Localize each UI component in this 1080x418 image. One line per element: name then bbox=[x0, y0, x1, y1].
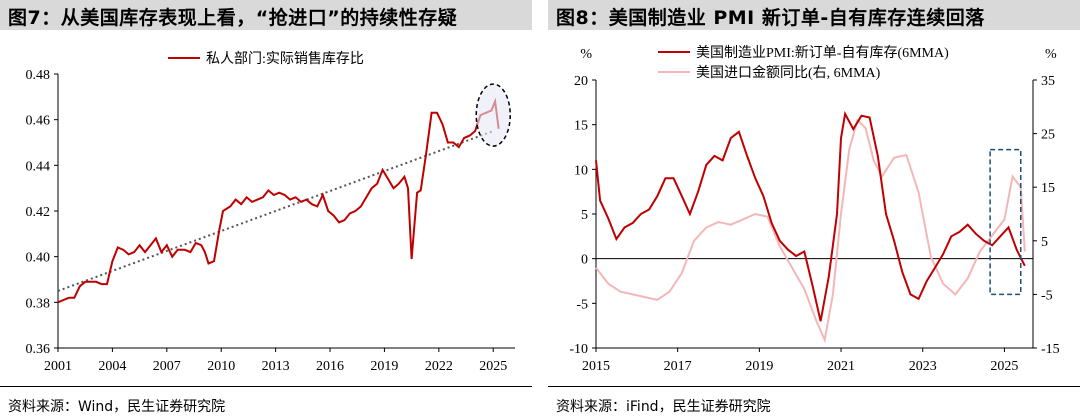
series-line-pmi-neworders-minus-inventory bbox=[595, 110, 1026, 322]
y-tick-label: 0.40 bbox=[26, 251, 51, 266]
highlight-ellipse bbox=[475, 83, 511, 147]
y-tick-label: 0.46 bbox=[26, 114, 51, 129]
trend-line bbox=[57, 130, 494, 292]
x-tick-label: 2021 bbox=[827, 359, 855, 374]
left-chart: 0.36 0.38 0.40 0.42 0.44 0.46 0.48 2001 2004 2007… bbox=[26, 51, 515, 374]
left-y-tick-label: -5 bbox=[576, 297, 588, 312]
y-tick-label: 0.48 bbox=[26, 68, 51, 83]
left-figure-panel: 图7：从美国库存表现上看，“抢进口”的持续性存疑 0.36 0.38 0.40 0.4… bbox=[0, 0, 532, 418]
x-tick-label: 2017 bbox=[664, 359, 692, 374]
x-tick-label: 2023 bbox=[909, 359, 937, 374]
left-y-tick-label: -10 bbox=[569, 342, 588, 357]
x-tick-label: 2001 bbox=[44, 359, 72, 374]
right-y-tick-label: -5 bbox=[1041, 288, 1053, 303]
right-y-tick-label: 15 bbox=[1041, 181, 1055, 196]
series-line-inventory-sales-ratio bbox=[57, 97, 500, 304]
right-y-tick-label: -15 bbox=[1041, 342, 1060, 357]
right-chart: % % -10 -5 0 5 10 15 20 -15 -5 5 15 25 35 2015 2017 2019 2… bbox=[569, 45, 1060, 374]
right-y-tick-label: 25 bbox=[1041, 128, 1055, 143]
right-source-note: 资料来源：iFind，民生证券研究院 bbox=[556, 399, 771, 415]
right-source-divider bbox=[548, 386, 1080, 387]
left-y-tick-label: 5 bbox=[581, 208, 588, 223]
left-source-divider bbox=[0, 386, 532, 387]
left-y-tick-label: 10 bbox=[574, 163, 588, 178]
x-tick-label: 2025 bbox=[990, 359, 1018, 374]
x-tick-label: 2019 bbox=[370, 359, 398, 374]
x-tick-label: 2015 bbox=[582, 359, 610, 374]
y-tick-label: 0.42 bbox=[26, 205, 51, 220]
x-tick-label: 2010 bbox=[207, 359, 235, 374]
left-figure-title-bar: 图7：从美国库存表现上看，“抢进口”的持续性存疑 bbox=[0, 0, 532, 30]
left-y-tick-label: 0 bbox=[581, 253, 588, 268]
x-tick-label: 2013 bbox=[262, 359, 290, 374]
right-figure-title: 图8：美国制造业 PMI 新订单-自有库存连续回落 bbox=[556, 7, 985, 29]
x-tick-label: 2016 bbox=[316, 359, 344, 374]
x-tick-label: 2004 bbox=[98, 359, 126, 374]
left-y-tick-label: 15 bbox=[574, 119, 588, 134]
x-tick-label: 2007 bbox=[153, 359, 181, 374]
right-figure-panel: 图8：美国制造业 PMI 新订单-自有库存连续回落 %% -10 -5 0 5 10 15 2… bbox=[548, 0, 1080, 418]
left-y-tick-label: 20 bbox=[574, 74, 588, 89]
y-tick-label: 0.44 bbox=[26, 159, 51, 174]
x-tick-label: 2022 bbox=[425, 359, 453, 374]
x-tick-label: 2019 bbox=[745, 359, 773, 374]
right-figure-title-bar: 图8：美国制造业 PMI 新订单-自有库存连续回落 bbox=[548, 0, 1080, 30]
legend-label: 私人部门:实际销售库存比 bbox=[206, 51, 364, 67]
x-tick-label: 2025 bbox=[479, 359, 507, 374]
left-figure-title: 图7：从美国库存表现上看，“抢进口”的持续性存疑 bbox=[8, 7, 458, 29]
left-source-note: 资料来源：Wind，民生证券研究院 bbox=[8, 399, 226, 415]
left-axis-unit: % bbox=[580, 47, 592, 62]
legend-label-pmi: 美国制造业PMI:新订单-自有库存(6MMA) bbox=[696, 45, 949, 61]
right-axis-unit: % bbox=[1045, 47, 1057, 62]
highlight-rectangle bbox=[989, 148, 1022, 296]
series-line-import-yoy bbox=[595, 118, 1026, 344]
y-tick-label: 0.36 bbox=[26, 342, 51, 357]
y-tick-label: 0.38 bbox=[26, 296, 51, 311]
right-y-tick-label: 35 bbox=[1041, 74, 1055, 89]
right-y-tick-label: 5 bbox=[1041, 235, 1048, 250]
legend-label-import: 美国进口金额同比(右, 6MMA) bbox=[696, 65, 881, 81]
